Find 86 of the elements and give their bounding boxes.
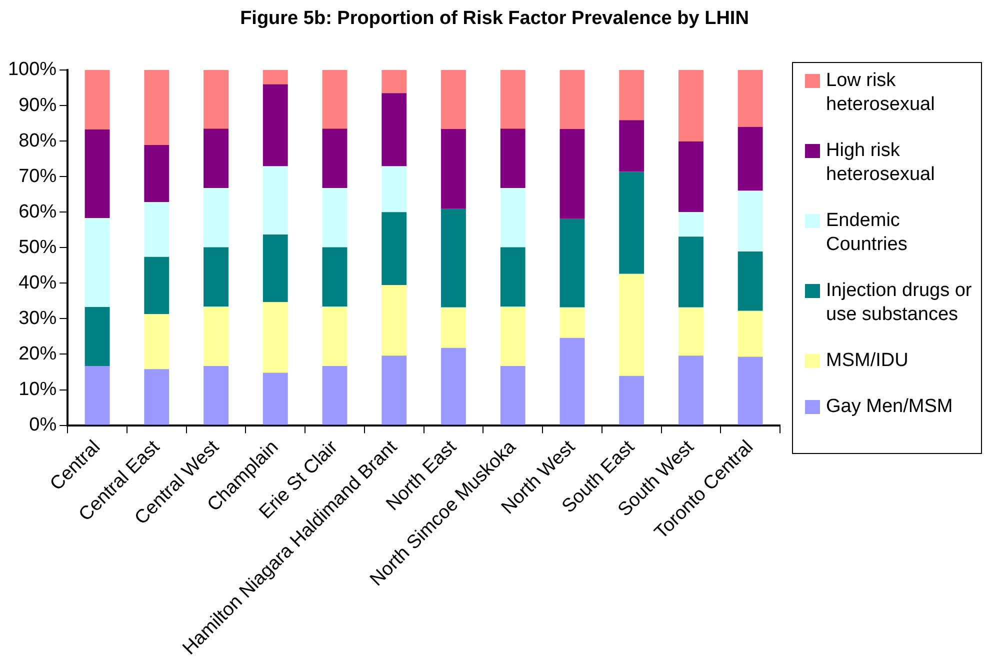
y-tick-label: 70%: [18, 166, 57, 187]
bar: [619, 274, 644, 376]
bar: [619, 172, 644, 274]
bar: [204, 188, 228, 248]
bar: [678, 141, 704, 212]
bar: [204, 70, 228, 129]
bar: [144, 314, 170, 370]
bar: [322, 306, 348, 366]
bar: [144, 256, 170, 314]
bar: [738, 190, 763, 252]
bar: [678, 307, 704, 356]
bar: [500, 366, 526, 425]
bar: [738, 70, 763, 127]
bar: [441, 70, 466, 129]
bar: [500, 70, 526, 129]
bar: [678, 236, 704, 308]
bar: [738, 310, 763, 357]
legend-label: Low risk heterosexual: [826, 69, 936, 117]
bar: [84, 306, 110, 366]
bar: [322, 128, 348, 188]
bar: [322, 247, 348, 307]
bar: [262, 302, 288, 373]
bar: [382, 166, 407, 212]
bar: [500, 128, 526, 188]
bar: [262, 84, 288, 166]
bar: [322, 188, 348, 248]
bar: [500, 188, 526, 248]
bar: [204, 306, 228, 366]
bar: [560, 218, 585, 308]
y-tick-label: 10%: [18, 378, 57, 400]
y-tick-label: 50%: [18, 236, 57, 258]
bar: [262, 234, 288, 302]
bar: [560, 307, 585, 338]
bar: [262, 70, 288, 84]
bar: [619, 70, 644, 120]
legend-label: Injection drugs or use substances: [826, 279, 973, 327]
y-tick-label: 80%: [18, 130, 57, 152]
bar: [738, 252, 763, 311]
bar: [382, 212, 407, 285]
bar: [560, 338, 585, 425]
bar: [144, 369, 170, 425]
y-tick-label: 30%: [18, 308, 57, 329]
bar: [678, 356, 704, 425]
legend-label: Gay Men/MSM: [826, 395, 953, 419]
bar: [560, 128, 585, 219]
bar: [382, 356, 407, 425]
y-tick-label: 60%: [18, 201, 57, 222]
bar: [738, 356, 763, 425]
bar: [738, 126, 763, 191]
bar: [204, 128, 228, 188]
bar: [322, 366, 348, 425]
y-tick-label: 0%: [29, 414, 57, 436]
bar: [500, 306, 526, 366]
y-tick-label: 100%: [8, 59, 57, 80]
y-tick-label: 40%: [18, 272, 57, 294]
bar: [204, 366, 228, 425]
bar: [382, 70, 407, 94]
bar: [560, 70, 585, 129]
bar: [441, 348, 466, 425]
bar: [322, 70, 348, 129]
legend-label: Endemic Countries: [826, 209, 908, 257]
bar: [204, 247, 228, 307]
bar: [678, 212, 704, 237]
bar: [619, 120, 644, 172]
legend-label: High risk heterosexual: [826, 139, 936, 187]
bar: [262, 372, 288, 425]
bar: [678, 70, 704, 142]
bar: [144, 144, 170, 202]
bar: [382, 284, 407, 356]
bar: [619, 376, 644, 425]
bar: [500, 247, 526, 307]
bar: [84, 218, 110, 307]
y-tick-label: 20%: [18, 343, 57, 364]
y-tick-label: 90%: [18, 94, 57, 116]
chart-title: Figure 5b: Proportion of Risk Factor Prevalence by LHIN: [239, 8, 750, 30]
bar: [84, 129, 110, 218]
bar: [84, 366, 110, 425]
bar: [441, 208, 466, 308]
bar: [144, 70, 170, 145]
bar: [262, 166, 288, 234]
legend-label: MSM/IDU: [826, 349, 908, 373]
bar: [144, 202, 170, 257]
bar: [84, 70, 110, 130]
bar: [441, 128, 466, 209]
bar: [382, 93, 407, 166]
bar: [441, 307, 466, 348]
